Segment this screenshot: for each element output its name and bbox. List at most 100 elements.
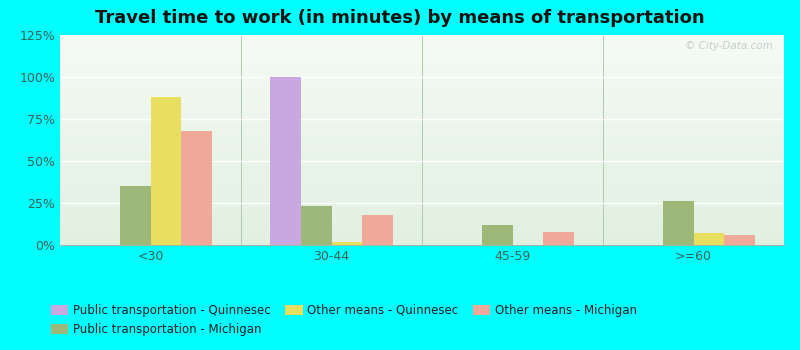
Bar <box>60 158 784 159</box>
Bar <box>60 117 784 118</box>
Bar <box>60 69 784 70</box>
Bar <box>60 42 784 43</box>
Bar <box>60 180 784 181</box>
Bar <box>60 132 784 133</box>
Bar <box>60 145 784 146</box>
Bar <box>60 195 784 196</box>
Bar <box>60 202 784 203</box>
Bar <box>60 90 784 91</box>
Bar <box>60 210 784 211</box>
Bar <box>60 89 784 90</box>
Bar <box>60 244 784 245</box>
Bar <box>60 75 784 76</box>
Bar <box>60 99 784 100</box>
Bar <box>60 43 784 44</box>
Bar <box>60 73 784 74</box>
Bar <box>60 136 784 137</box>
Bar <box>60 173 784 174</box>
Bar <box>60 36 784 37</box>
Bar <box>60 205 784 206</box>
Bar <box>662 201 694 245</box>
Bar <box>60 212 784 214</box>
Bar <box>60 116 784 117</box>
Bar <box>60 154 784 155</box>
Bar <box>60 134 784 135</box>
Text: © City-Data.com: © City-Data.com <box>686 41 773 51</box>
Bar <box>60 39 784 40</box>
Bar <box>60 197 784 198</box>
Bar <box>60 123 784 124</box>
Bar <box>60 174 784 175</box>
Text: Travel time to work (in minutes) by means of transportation: Travel time to work (in minutes) by mean… <box>95 9 705 27</box>
Bar <box>60 105 784 106</box>
Bar <box>60 59 784 60</box>
Bar <box>60 76 784 77</box>
Bar <box>60 48 784 49</box>
Bar <box>60 46 784 47</box>
Bar <box>60 200 784 201</box>
Bar <box>60 164 784 165</box>
Bar <box>60 162 784 163</box>
Bar <box>60 166 784 167</box>
Bar <box>60 157 784 158</box>
Bar <box>60 243 784 244</box>
Bar <box>60 189 784 190</box>
Bar <box>60 179 784 180</box>
Bar <box>60 137 784 138</box>
Bar <box>60 47 784 48</box>
Bar <box>60 55 784 56</box>
Bar <box>60 185 784 186</box>
Bar <box>60 184 784 185</box>
Bar <box>482 225 513 245</box>
Bar <box>60 141 784 142</box>
Bar <box>60 196 784 197</box>
Bar <box>60 165 784 166</box>
Bar <box>60 127 784 128</box>
Bar <box>60 58 784 59</box>
Bar <box>60 218 784 219</box>
Bar <box>694 233 724 245</box>
Bar <box>60 53 784 54</box>
Bar <box>60 201 784 202</box>
Bar <box>60 242 784 243</box>
Bar <box>60 122 784 123</box>
Bar <box>60 91 784 92</box>
Bar <box>60 227 784 228</box>
Bar <box>60 155 784 156</box>
Legend: Public transportation - Quinnesec, Public transportation - Michigan, Other means: Public transportation - Quinnesec, Publi… <box>46 299 642 341</box>
Bar <box>60 61 784 62</box>
Bar <box>60 240 784 241</box>
Bar <box>60 126 784 127</box>
Bar <box>60 223 784 224</box>
Bar <box>60 85 784 86</box>
Bar <box>60 41 784 42</box>
Bar <box>60 104 784 105</box>
Bar <box>60 214 784 215</box>
Bar <box>60 60 784 61</box>
Bar <box>60 228 784 229</box>
Bar <box>60 86 784 88</box>
Bar <box>120 186 150 245</box>
Bar <box>60 149 784 150</box>
Bar <box>60 144 784 145</box>
Bar <box>60 128 784 130</box>
Bar <box>60 80 784 81</box>
Bar <box>60 215 784 216</box>
Bar <box>60 219 784 220</box>
Bar <box>60 146 784 147</box>
Bar <box>60 107 784 108</box>
Bar <box>60 143 784 144</box>
Bar <box>60 233 784 235</box>
Bar <box>60 163 784 164</box>
Bar <box>60 238 784 239</box>
Bar <box>60 72 784 73</box>
Bar <box>60 92 784 93</box>
Bar <box>60 239 784 240</box>
Bar <box>331 241 362 245</box>
Bar <box>60 193 784 194</box>
Bar <box>60 222 784 223</box>
Bar <box>60 140 784 141</box>
Bar <box>60 50 784 51</box>
Bar <box>60 211 784 212</box>
Bar <box>60 121 784 122</box>
